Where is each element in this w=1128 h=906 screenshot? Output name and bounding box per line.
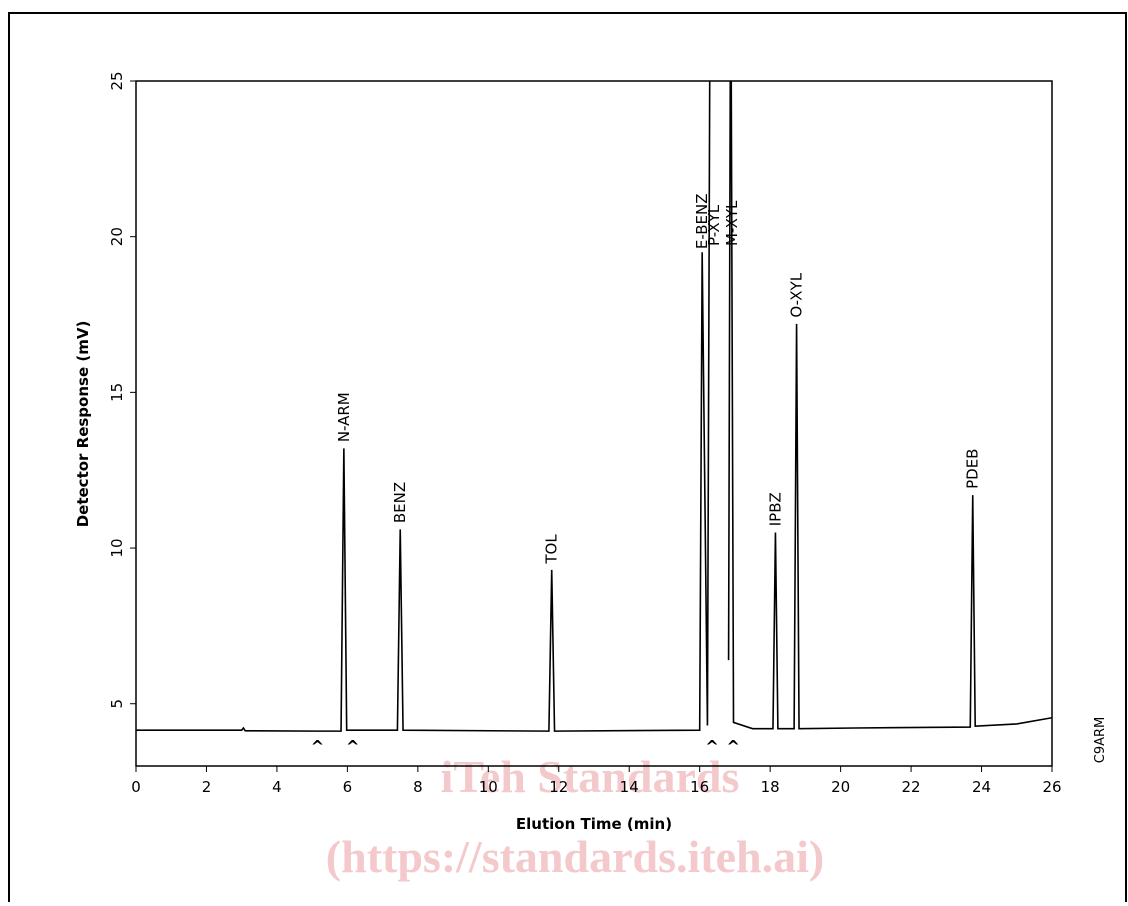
y-tick-label: 10 <box>108 538 126 557</box>
peak-label: BENZ <box>391 482 409 523</box>
watermark: iTeh Standards <box>441 751 740 802</box>
x-tick-label: 24 <box>972 778 991 796</box>
watermark: (https://standards.iteh.ai) <box>326 831 824 882</box>
peak-label: TOL <box>543 534 561 565</box>
peak-label: E-BENZ <box>693 194 711 250</box>
x-tick-label: 0 <box>131 778 141 796</box>
x-tick-label: 10 <box>479 778 498 796</box>
x-tick-label: 18 <box>761 778 780 796</box>
peak-label: PDEB <box>964 449 982 489</box>
peak-label: P-XYL <box>705 204 723 246</box>
frame <box>8 12 1127 902</box>
x-tick-label: 8 <box>413 778 423 796</box>
x-tick-label: 20 <box>831 778 850 796</box>
side-label: C9ARM <box>1093 717 1108 764</box>
x-axis-title: Elution Time (min) <box>516 815 672 833</box>
trace <box>136 81 1052 732</box>
y-tick-label: 25 <box>108 71 126 90</box>
y-tick-label: 5 <box>108 699 126 709</box>
y-tick-label: 15 <box>108 383 126 402</box>
peak-label: N-ARM <box>335 392 353 442</box>
peak-label: O-XYL <box>788 272 806 317</box>
integration-marker: ^ <box>705 737 718 756</box>
x-tick-label: 26 <box>1042 778 1061 796</box>
x-tick-label: 4 <box>272 778 282 796</box>
x-tick-label: 6 <box>343 778 353 796</box>
peak-label: IPBZ <box>766 492 784 526</box>
integration-marker: ^ <box>346 737 359 756</box>
integration-marker: ^ <box>726 737 739 756</box>
x-tick-label: 16 <box>690 778 709 796</box>
y-axis-title: Detector Response (mV) <box>74 321 92 528</box>
y-tick-label: 20 <box>108 227 126 246</box>
plot-frame <box>135 80 1053 767</box>
x-tick-label: 22 <box>902 778 921 796</box>
integration-marker: ^ <box>311 737 324 756</box>
x-tick-label: 14 <box>620 778 639 796</box>
x-tick-label: 2 <box>202 778 212 796</box>
peak-label: M-XYL <box>723 200 741 246</box>
x-tick-label: 12 <box>549 778 568 796</box>
